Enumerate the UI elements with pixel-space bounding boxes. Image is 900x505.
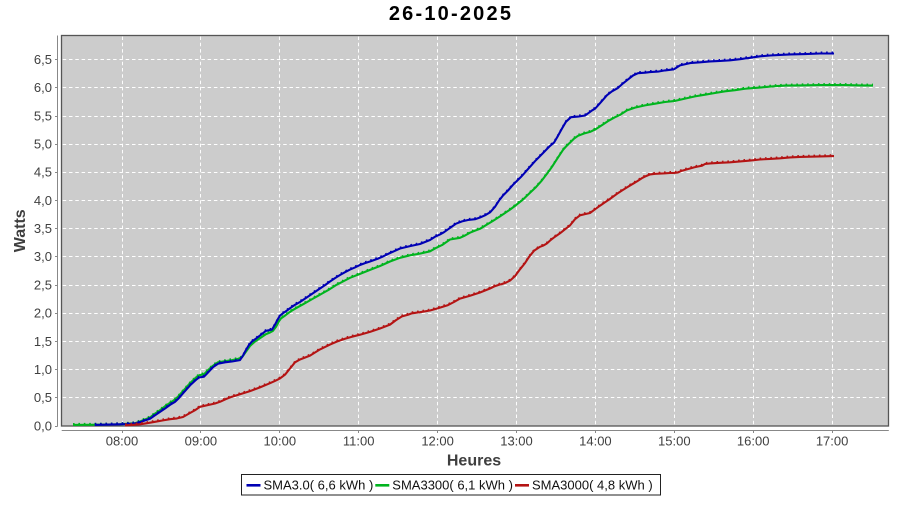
svg-text:Heures: Heures [447, 453, 501, 470]
svg-text:09:00: 09:00 [185, 433, 218, 448]
svg-text:4,5: 4,5 [34, 165, 52, 180]
svg-text:SMA3.0( 6,6 kWh ): SMA3.0( 6,6 kWh ) [264, 478, 374, 493]
svg-text:5,5: 5,5 [34, 108, 52, 123]
svg-text:2,5: 2,5 [34, 277, 52, 292]
svg-text:14:00: 14:00 [579, 433, 612, 448]
svg-text:15:00: 15:00 [658, 433, 691, 448]
svg-text:5,0: 5,0 [34, 137, 52, 152]
svg-text:1,0: 1,0 [34, 362, 52, 377]
svg-text:16:00: 16:00 [737, 433, 770, 448]
svg-text:12:00: 12:00 [421, 433, 454, 448]
svg-text:6,0: 6,0 [34, 80, 52, 95]
svg-text:4,0: 4,0 [34, 193, 52, 208]
svg-text:3,0: 3,0 [34, 249, 52, 264]
svg-text:13:00: 13:00 [500, 433, 533, 448]
svg-text:11:00: 11:00 [343, 433, 375, 448]
svg-text:SMA3000( 4,8 kWh ): SMA3000( 4,8 kWh ) [532, 478, 653, 493]
svg-text:17:00: 17:00 [816, 433, 849, 448]
svg-text:0,5: 0,5 [34, 390, 52, 405]
svg-text:26-10-2025: 26-10-2025 [389, 3, 513, 25]
svg-text:1,5: 1,5 [34, 334, 52, 349]
svg-text:2,0: 2,0 [34, 306, 52, 321]
svg-text:3,5: 3,5 [34, 221, 52, 236]
svg-text:6,5: 6,5 [34, 52, 52, 67]
svg-text:10:00: 10:00 [264, 433, 297, 448]
svg-text:Watts: Watts [12, 209, 29, 252]
svg-text:0,0: 0,0 [34, 418, 52, 433]
svg-text:08:00: 08:00 [106, 433, 139, 448]
svg-text:SMA3300( 6,1 kWh ): SMA3300( 6,1 kWh ) [392, 478, 513, 493]
